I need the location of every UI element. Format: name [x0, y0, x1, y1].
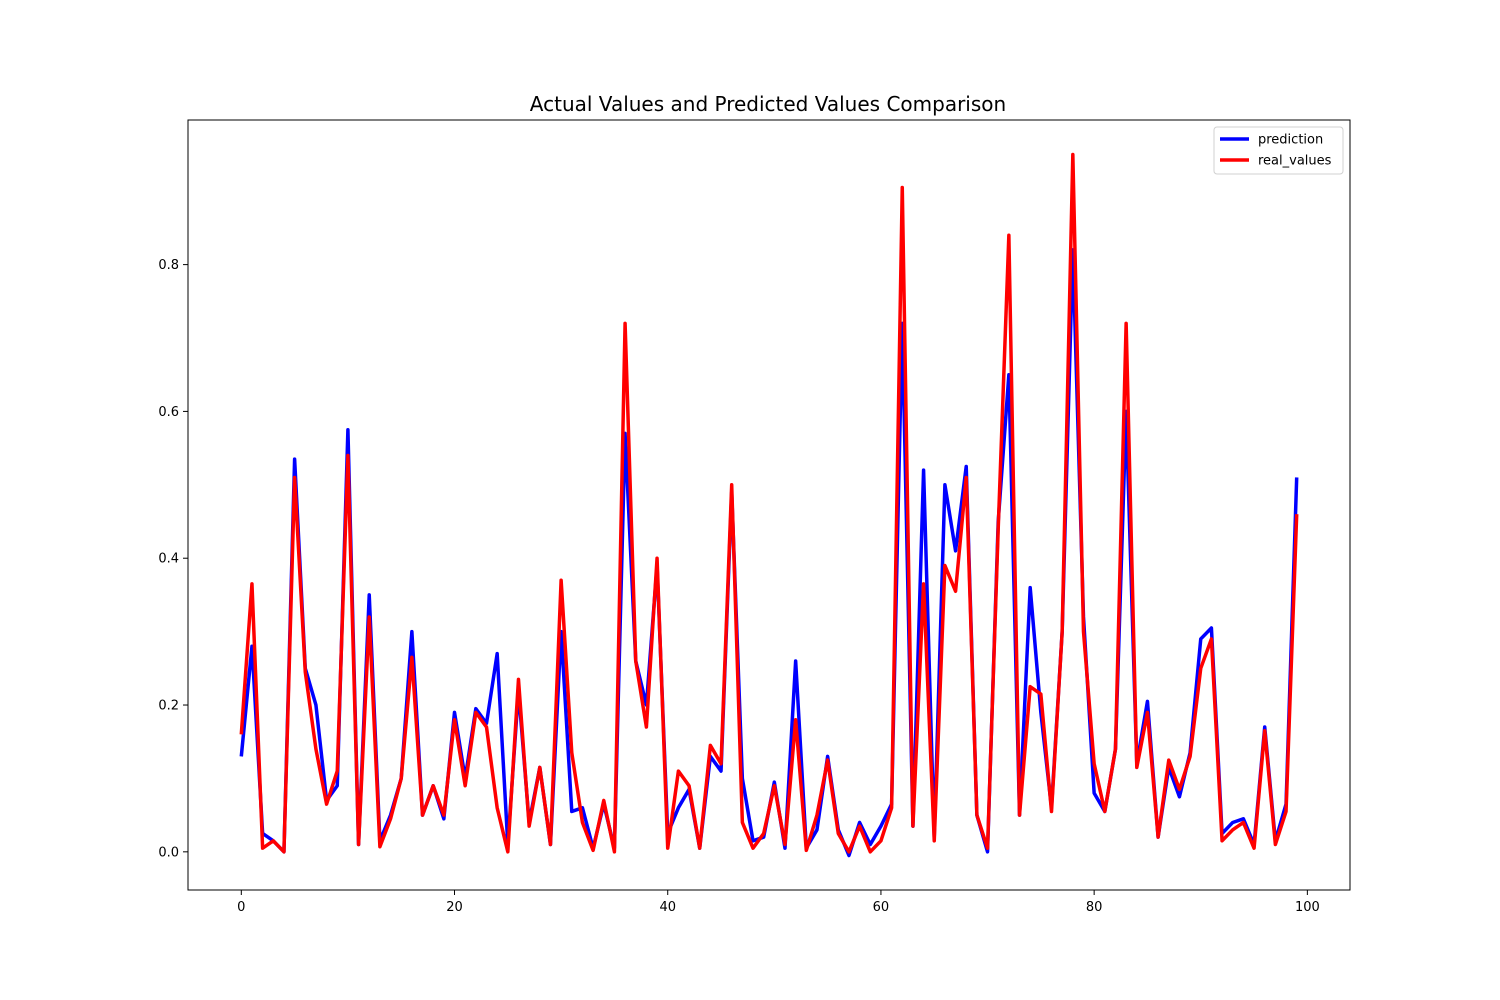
y-tick-label: 0.6: [158, 405, 179, 420]
y-tick-label: 0.8: [158, 258, 179, 273]
legend-label-real-values: real_values: [1258, 154, 1332, 169]
y-tick-label: 0.0: [158, 845, 179, 860]
plot-frame: [187, 119, 1351, 891]
y-tick-label: 0.2: [158, 699, 179, 714]
x-tick-label: 100: [1295, 900, 1320, 915]
y-tick-label: 0.4: [158, 552, 179, 567]
y-axis: 0.0 0.2 0.4 0.6 0.8: [158, 258, 188, 860]
x-tick-label: 0: [237, 900, 245, 915]
x-tick-label: 40: [659, 900, 676, 915]
legend: prediction real_values: [1213, 126, 1344, 175]
x-tick-label: 20: [446, 900, 463, 915]
series-layer: [239, 152, 1299, 858]
series-line-real-values: [239, 152, 1299, 854]
x-axis: 0 20 40 60 80 100: [237, 890, 1320, 915]
legend-label-prediction: prediction: [1258, 133, 1323, 148]
x-tick-label: 60: [873, 900, 890, 915]
chart-title: Actual Values and Predicted Values Compa…: [530, 92, 1006, 116]
x-tick-label: 80: [1086, 900, 1103, 915]
